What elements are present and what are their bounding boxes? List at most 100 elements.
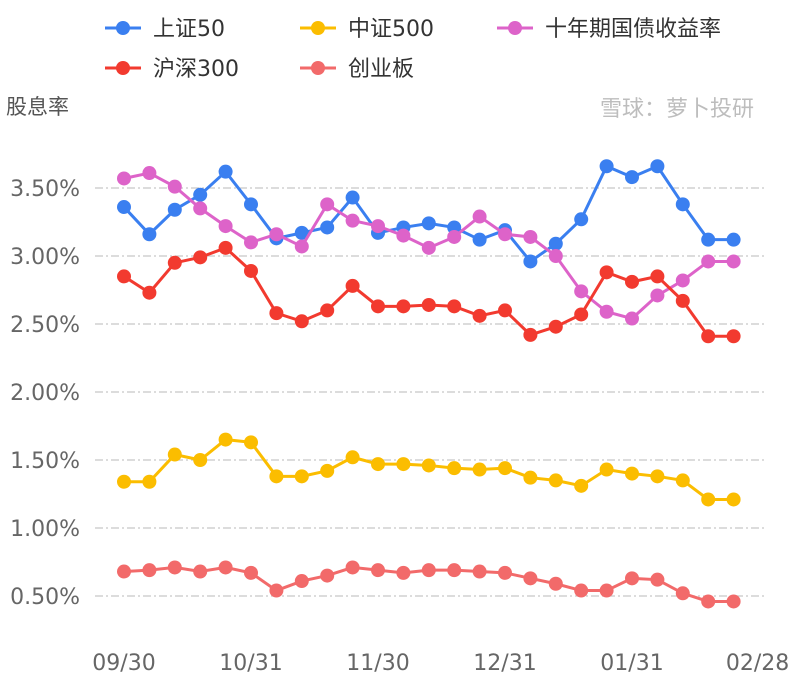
data-point [447, 299, 462, 314]
data-point [599, 159, 614, 174]
data-point [523, 229, 538, 244]
data-point [675, 586, 690, 601]
data-point [421, 458, 436, 473]
data-point [548, 249, 563, 263]
data-point [675, 473, 690, 488]
data-point [218, 219, 233, 234]
data-point [498, 227, 512, 242]
data-point [726, 329, 741, 344]
data-point [294, 225, 309, 240]
data-point [472, 308, 487, 323]
series-group [117, 159, 741, 609]
data-point [650, 269, 665, 284]
data-point [625, 311, 639, 326]
data-point [396, 457, 411, 472]
series-line [123, 246, 734, 338]
data-point [244, 197, 258, 212]
data-point [498, 565, 512, 580]
data-point [421, 216, 436, 231]
data-point [117, 200, 131, 215]
data-point [396, 299, 411, 314]
legend-label: 沪深300 [153, 57, 239, 82]
data-point [167, 560, 182, 575]
x-tick-label: 01/31 [600, 651, 663, 676]
data-point [142, 227, 157, 242]
data-point [675, 197, 690, 212]
data-point [625, 274, 639, 289]
data-point [371, 457, 385, 472]
data-point [117, 269, 131, 284]
data-point [523, 470, 538, 485]
x-tick-label: 11/30 [346, 651, 409, 676]
data-point [472, 232, 487, 247]
data-point [548, 576, 563, 591]
x-tick-label: 09/30 [92, 651, 155, 676]
legend-item[interactable]: 中证500 [300, 17, 434, 42]
data-point [244, 235, 258, 250]
legend-item[interactable]: 上证50 [105, 17, 225, 42]
data-point [345, 450, 360, 465]
data-point [218, 240, 233, 255]
data-point [218, 164, 233, 179]
data-point [548, 236, 563, 251]
data-point [498, 461, 512, 476]
data-point [574, 212, 589, 227]
data-point [117, 171, 131, 186]
data-point [193, 250, 208, 265]
data-point [244, 435, 258, 450]
data-point [726, 594, 741, 609]
data-point [117, 564, 131, 579]
y-tick-label: 0.50% [10, 585, 80, 610]
data-point [472, 209, 487, 224]
data-point [218, 432, 233, 447]
x-tick-label: 10/31 [219, 651, 282, 676]
data-point [345, 278, 360, 293]
data-point [675, 293, 690, 308]
data-point [371, 219, 385, 234]
legend-marker-icon [116, 21, 130, 35]
data-point [701, 254, 716, 269]
legend-item[interactable]: 创业板 [300, 57, 414, 82]
data-point [472, 462, 487, 477]
data-point [625, 170, 639, 185]
data-point [244, 263, 258, 278]
data-point [650, 159, 665, 174]
y-tick-label: 2.50% [10, 313, 80, 338]
data-point [726, 232, 741, 247]
data-point [726, 492, 741, 507]
data-point [193, 201, 208, 216]
data-point [193, 453, 208, 467]
data-point [574, 307, 589, 322]
data-point [345, 190, 360, 205]
data-point [396, 228, 411, 243]
data-point [701, 232, 716, 247]
y-tick-label: 2.00% [10, 381, 80, 406]
data-point [701, 329, 716, 344]
data-point [218, 560, 233, 575]
data-point [447, 563, 462, 578]
data-point [320, 303, 335, 318]
data-point [167, 179, 182, 194]
data-point [294, 239, 309, 254]
y-tick-label: 3.50% [10, 177, 80, 202]
series-十年期国债收益率 [117, 166, 741, 326]
data-point [650, 288, 665, 303]
data-point [650, 572, 665, 587]
data-point [523, 571, 538, 586]
data-point [269, 227, 284, 242]
data-point [498, 303, 512, 318]
legend-marker-icon [116, 61, 130, 75]
legend-label: 中证500 [348, 17, 434, 42]
legend-label: 十年期国债收益率 [545, 17, 721, 42]
legend-item[interactable]: 十年期国债收益率 [497, 17, 721, 42]
data-point [701, 594, 716, 609]
data-point [701, 492, 716, 507]
data-point [421, 297, 436, 312]
series-中证500 [117, 432, 741, 507]
data-point [599, 304, 614, 319]
data-point [345, 560, 360, 575]
data-point [625, 571, 639, 586]
legend-item[interactable]: 沪深300 [105, 57, 239, 82]
watermark: 雪球：萝卜投研 [600, 97, 754, 122]
